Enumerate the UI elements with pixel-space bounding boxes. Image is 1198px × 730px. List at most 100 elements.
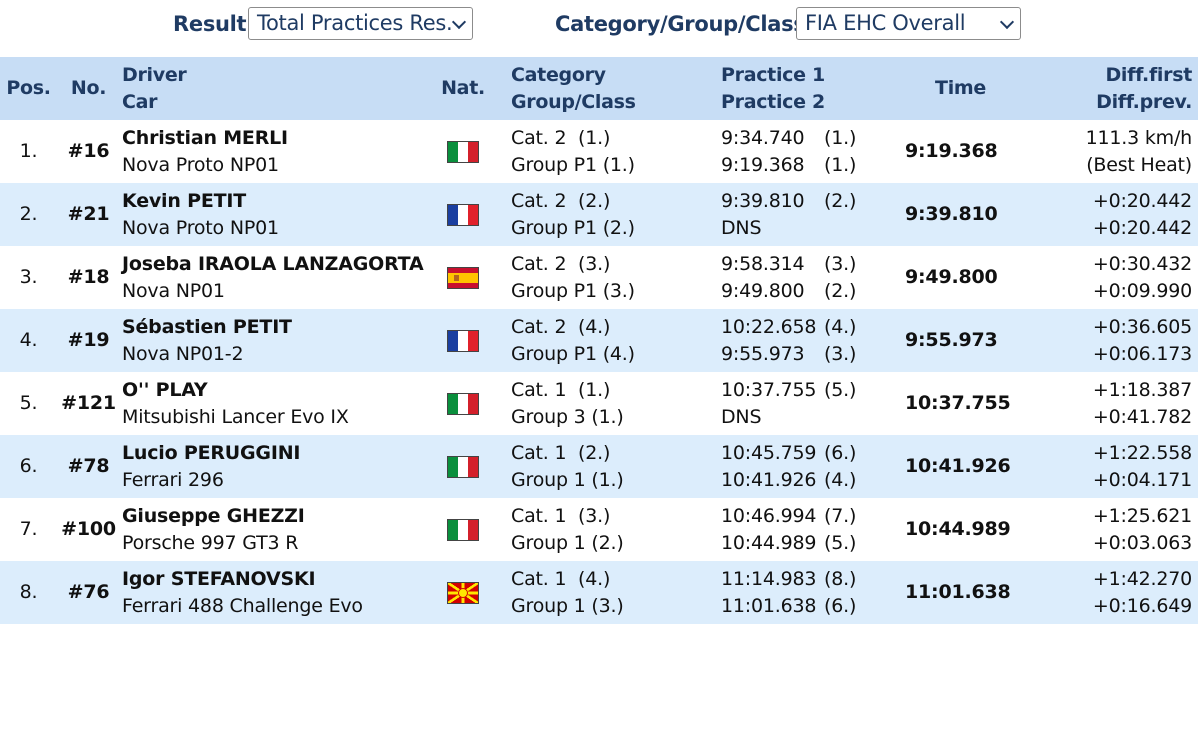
- driver-name[interactable]: O'' PLAY: [122, 378, 208, 401]
- driver-name[interactable]: Kevin PETIT: [122, 189, 247, 212]
- practice1-rank: (8.): [824, 567, 857, 590]
- driver-name[interactable]: Lucio PERUGGINI: [122, 441, 301, 464]
- practice1-time: 9:58.314: [721, 252, 805, 275]
- practice1-line: 10:46.994 (7.): [721, 503, 905, 530]
- car-name: Mitsubishi Lancer Evo IX: [122, 405, 349, 428]
- table-row: 2. #21 Kevin PETIT Nova Proto NP01 Cat. 2 (2…: [0, 183, 1198, 246]
- cell-time: 9:19.368: [905, 140, 998, 162]
- car-name: Nova NP01-2: [122, 342, 244, 365]
- driver-name[interactable]: Joseba IRAOLA LANZAGORTA: [122, 252, 424, 275]
- practice1-line: 9:58.314 (3.): [721, 251, 905, 278]
- practice2-line: 11:01.638 (6.): [721, 593, 905, 620]
- cell-category-group: Cat. 2 (1.) Group P1 (1.): [488, 120, 698, 183]
- group-line: Group 1 (2.): [511, 530, 698, 557]
- diff-prev: +0:06.173: [1092, 342, 1192, 365]
- practice2-rank: (2.): [824, 279, 857, 302]
- cell-driver-car: Joseba IRAOLA LANZAGORTA Nova NP01: [120, 246, 438, 309]
- group-rank: (2.): [602, 216, 635, 239]
- diff-first: +1:25.621: [1092, 504, 1192, 527]
- group: Group 3: [511, 405, 586, 428]
- cell-no: #16: [67, 140, 110, 162]
- cell-category-group: Cat. 1 (1.) Group 3 (1.): [488, 372, 698, 435]
- cell-pos: 6.: [19, 455, 38, 477]
- category-select[interactable]: FIA EHC Overall: [796, 7, 1021, 40]
- table-row: 7. #100 Giuseppe GHEZZI Porsche 997 GT3 R Ca…: [0, 498, 1198, 561]
- cell-no: #21: [67, 203, 110, 225]
- france-flag-icon: [447, 329, 479, 352]
- cell-no: #78: [67, 455, 110, 477]
- cell-nat: [438, 372, 488, 435]
- category: Cat. 1: [511, 567, 567, 590]
- cell-diffs: +1:25.621 +0:03.063: [1002, 498, 1198, 561]
- practice1-time: 9:34.740: [721, 126, 805, 149]
- practice1-time: 10:37.755: [721, 378, 817, 401]
- category-rank: (3.): [578, 252, 611, 275]
- header-diff-prev: Diff.prev.: [1096, 90, 1192, 113]
- practice1-rank: (7.): [824, 504, 857, 527]
- category: Cat. 2: [511, 252, 567, 275]
- group: Group 1: [511, 594, 586, 617]
- cell-practices: 9:39.810 (2.) DNS: [698, 183, 905, 246]
- cell-nat: [438, 183, 488, 246]
- group-rank: (2.): [591, 531, 624, 554]
- cell-time: 10:37.755: [905, 392, 1011, 414]
- category-rank: (1.): [578, 126, 611, 149]
- diff-prev: +0:03.063: [1092, 531, 1192, 554]
- cell-no: #19: [67, 329, 110, 351]
- table-row: 1. #16 Christian MERLI Nova Proto NP01 Cat. …: [0, 120, 1198, 183]
- header-category-group: Category Group/Class: [488, 57, 698, 120]
- category-line: Cat. 1 (4.): [511, 566, 698, 593]
- cell-diffs: +1:22.558 +0:04.171: [1002, 435, 1198, 498]
- category-rank: (1.): [578, 378, 611, 401]
- practice1-line: 10:37.755 (5.): [721, 377, 905, 404]
- group-rank: (1.): [591, 405, 624, 428]
- cell-no: #121: [61, 392, 116, 414]
- category-rank: (4.): [578, 315, 611, 338]
- driver-name[interactable]: Giuseppe GHEZZI: [122, 504, 305, 527]
- cell-category-group: Cat. 2 (4.) Group P1 (4.): [488, 309, 698, 372]
- cell-pos: 3.: [19, 266, 38, 288]
- group: Group P1: [511, 342, 597, 365]
- header-practices: Practice 1 Practice 2: [698, 57, 905, 120]
- cell-practices: 10:22.658 (4.) 9:55.973 (3.): [698, 309, 905, 372]
- header-practice1: Practice 1: [721, 63, 825, 86]
- group-rank: (3.): [591, 594, 624, 617]
- practice2-line: 10:41.926 (4.): [721, 467, 905, 494]
- practice2-rank: (4.): [824, 468, 857, 491]
- cell-driver-car: Lucio PERUGGINI Ferrari 296: [120, 435, 438, 498]
- driver-name[interactable]: Christian MERLI: [122, 126, 288, 149]
- table-row: 6. #78 Lucio PERUGGINI Ferrari 296 Cat. 1 (2…: [0, 435, 1198, 498]
- cell-diffs: +0:30.432 +0:09.990: [1002, 246, 1198, 309]
- cell-no: #18: [67, 266, 110, 288]
- group-line: Group 3 (1.): [511, 404, 698, 431]
- cell-pos: 4.: [19, 329, 38, 351]
- diff-prev: +0:04.171: [1092, 468, 1192, 491]
- category-line: Cat. 1 (2.): [511, 440, 698, 467]
- driver-name[interactable]: Sébastien PETIT: [122, 315, 292, 338]
- driver-name[interactable]: Igor STEFANOVSKI: [122, 567, 316, 590]
- header-no: No.: [70, 77, 107, 99]
- cell-category-group: Cat. 1 (2.) Group 1 (1.): [488, 435, 698, 498]
- cell-time: 11:01.638: [905, 581, 1011, 603]
- category: Cat. 2: [511, 126, 567, 149]
- cell-diffs: +1:42.270 +0:16.649: [1002, 561, 1198, 624]
- header-nat: Nat.: [441, 77, 485, 99]
- italy-flag-icon: [447, 455, 479, 478]
- result-select-value: Total Practices Res.: [257, 11, 453, 35]
- cell-practices: 10:46.994 (7.) 10:44.989 (5.): [698, 498, 905, 561]
- category-label: Category/Group/Class:: [555, 12, 814, 36]
- car-name: Ferrari 488 Challenge Evo: [122, 594, 363, 617]
- group: Group 1: [511, 468, 586, 491]
- group-rank: (4.): [602, 342, 635, 365]
- practice1-rank: (4.): [824, 315, 857, 338]
- result-select[interactable]: Total Practices Res.: [248, 7, 473, 40]
- header-diffs: Diff.first Diff.prev.: [1002, 57, 1198, 120]
- practice2-rank: (3.): [824, 342, 857, 365]
- practice1-time: 10:46.994: [721, 504, 817, 527]
- diff-first: 111.3 km/h: [1085, 126, 1193, 149]
- header-time: Time: [935, 77, 986, 99]
- practice1-time: 11:14.983: [721, 567, 817, 590]
- italy-flag-icon: [447, 392, 479, 415]
- north-macedonia-flag-icon: [447, 581, 479, 604]
- cell-driver-car: Christian MERLI Nova Proto NP01: [120, 120, 438, 183]
